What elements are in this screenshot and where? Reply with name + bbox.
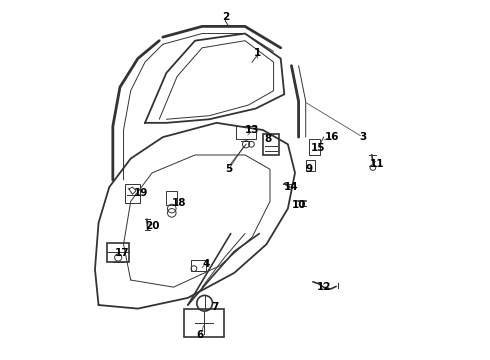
Text: 3: 3 — [359, 132, 367, 142]
Text: 4: 4 — [202, 259, 209, 269]
Bar — [125, 184, 140, 203]
Text: 19: 19 — [134, 188, 148, 198]
Text: 18: 18 — [172, 198, 186, 208]
Text: 7: 7 — [211, 302, 219, 312]
Text: 14: 14 — [284, 182, 299, 192]
Text: 15: 15 — [311, 143, 325, 153]
Bar — [236, 126, 256, 139]
Text: 12: 12 — [317, 282, 331, 292]
Bar — [306, 160, 316, 171]
Bar — [192, 260, 206, 271]
Text: 5: 5 — [225, 164, 233, 174]
Text: 16: 16 — [325, 132, 340, 142]
Text: 17: 17 — [115, 248, 129, 258]
Text: 11: 11 — [370, 159, 385, 169]
Text: 9: 9 — [306, 164, 313, 174]
Text: 2: 2 — [222, 13, 229, 22]
Text: 20: 20 — [145, 221, 159, 231]
Bar — [309, 139, 320, 155]
Bar — [167, 191, 177, 205]
Text: 8: 8 — [265, 134, 272, 144]
Bar — [263, 134, 279, 155]
Text: 10: 10 — [292, 200, 306, 210]
Text: 13: 13 — [245, 125, 259, 135]
Text: 6: 6 — [196, 330, 204, 341]
Text: 1: 1 — [254, 48, 261, 58]
Bar — [107, 243, 129, 262]
